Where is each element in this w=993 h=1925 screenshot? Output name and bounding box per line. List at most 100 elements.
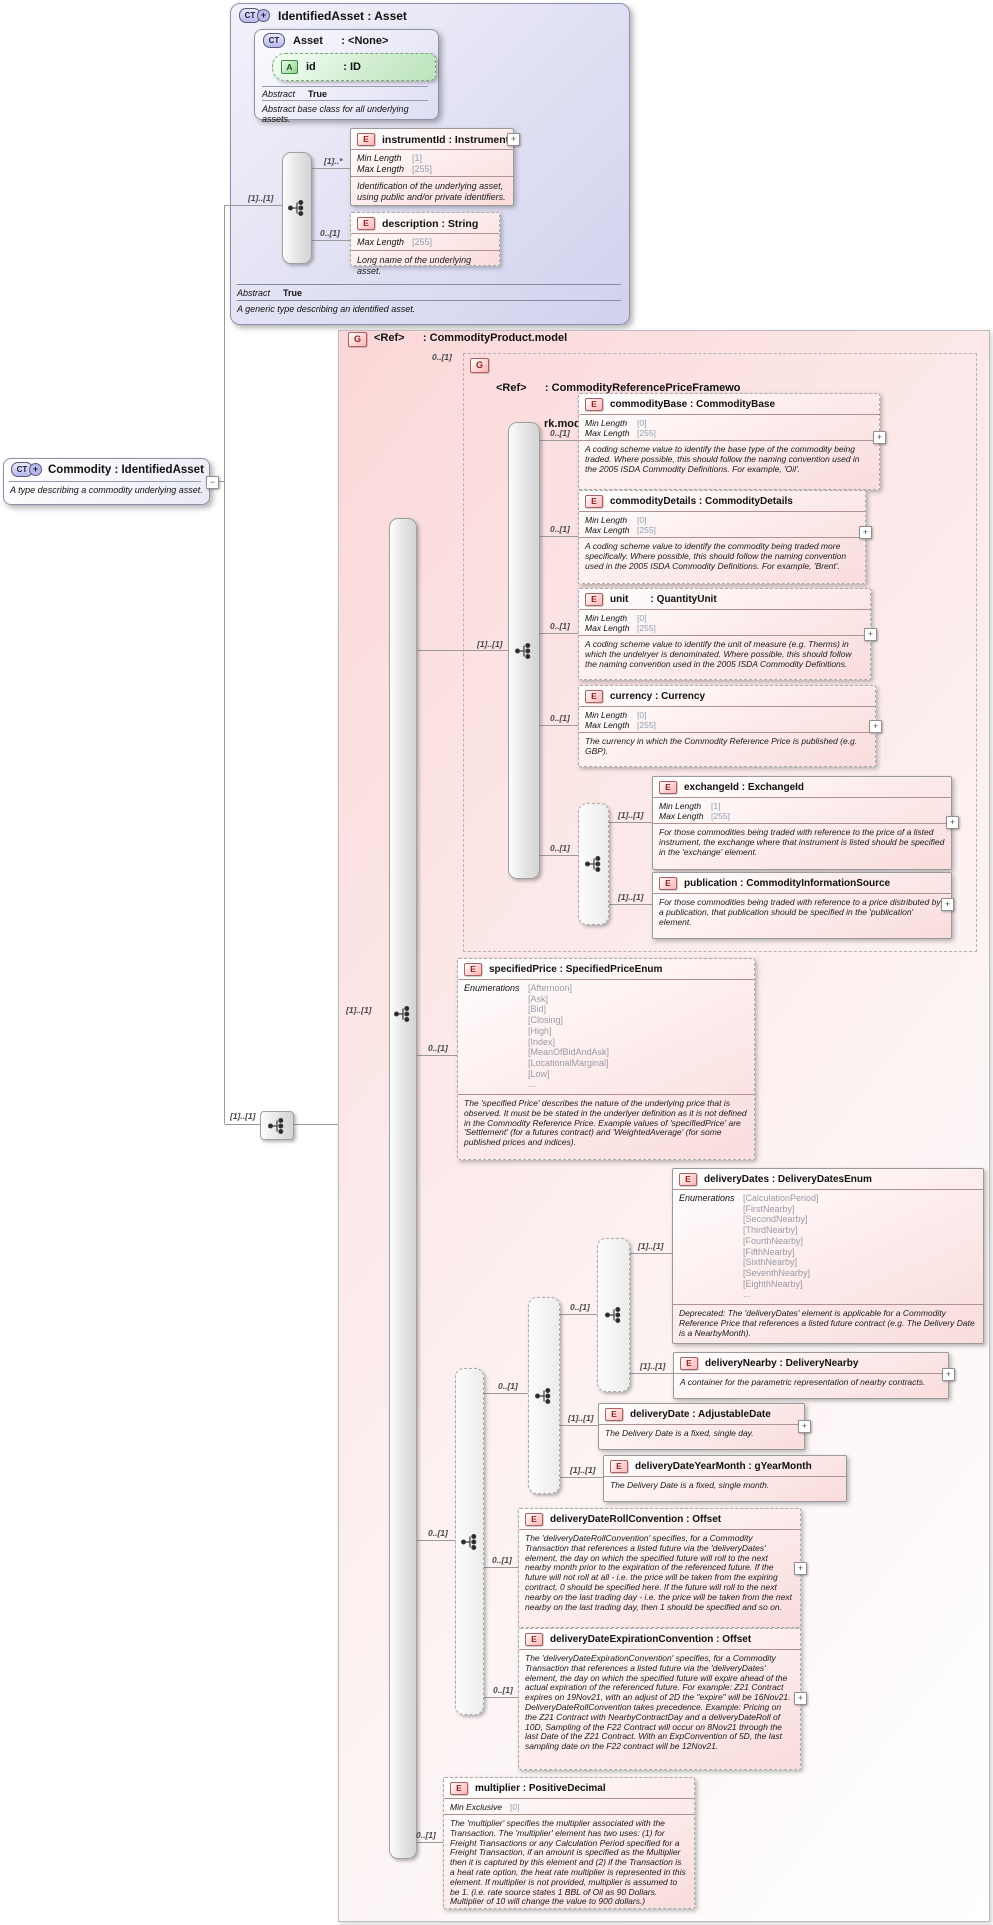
element-icon: E: [659, 877, 677, 890]
cardinality-label: 0..[1]: [493, 1685, 513, 1695]
element-icon: E: [610, 1460, 628, 1473]
commoditydetails-element-box[interactable]: E commodityDetails : CommodityDetails Mi…: [578, 490, 866, 584]
commodityproduct-title: <Ref> : CommodityProduct.model: [374, 332, 568, 344]
cardinality-label: [1]..*: [324, 156, 343, 166]
description-title: description : String: [382, 217, 479, 230]
currency-description: The currency in which the Commodity Refe…: [585, 736, 858, 756]
instrumentid-element-box[interactable]: E instrumentId : InstrumentId Min Length…: [350, 128, 519, 206]
facet-label: Max Length: [357, 163, 405, 174]
expand-button[interactable]: +: [864, 628, 877, 641]
element-icon: E: [585, 495, 603, 508]
facet-value: [0]: [637, 418, 647, 428]
facet-label: Max Length: [585, 428, 630, 438]
enumeration-values: [Afternoon] [Ask] [Bid] [Closing] [High]…: [528, 983, 610, 1090]
facet-label: Min Length: [585, 710, 628, 720]
publication-element-box[interactable]: E publication : CommodityInformationSour…: [652, 872, 952, 939]
deliverynearby-element-box[interactable]: E deliveryNearby : DeliveryNearby A cont…: [673, 1352, 949, 1399]
collapse-button[interactable]: −: [206, 476, 219, 489]
expand-button[interactable]: +: [941, 898, 954, 911]
element-icon: E: [357, 133, 375, 146]
cardinality-label: 0..[1]: [416, 1830, 436, 1840]
element-icon: E: [680, 1357, 698, 1370]
cardinality-label: 0..[1]: [550, 524, 570, 534]
facet-value: [1]: [711, 801, 721, 811]
deliverydateexpirationconvention-element-box[interactable]: E deliveryDateExpirationConvention : Off…: [518, 1628, 801, 1770]
exchangeid-title: exchangeId : ExchangeId: [684, 782, 805, 793]
sequence-icon: [287, 200, 307, 221]
deliverynearby-title: deliveryNearby : DeliveryNearby: [705, 1358, 859, 1369]
crpf-header: G <Ref> : CommodityReferencePriceFramewo…: [470, 358, 741, 454]
connector: [558, 1477, 603, 1478]
facet-value: [255]: [412, 237, 433, 247]
expand-button[interactable]: +: [794, 1562, 807, 1575]
facet-label: Min Length: [585, 613, 628, 623]
cardinality-label: 0..[1]: [498, 1381, 518, 1391]
multiplier-element-box[interactable]: E multiplier : PositiveDecimal Min Exclu…: [443, 1777, 695, 1909]
facet-value: [1]: [412, 153, 423, 163]
exchangeid-element-box[interactable]: E exchangeId : ExchangeId Min Length [1] …: [652, 776, 952, 870]
connector: [482, 1567, 518, 1568]
abstract-label: Abstract: [237, 288, 271, 298]
sequence-bar-delivery-group[interactable]: [455, 1368, 484, 1715]
identifiedasset-title: IdentifiedAsset : Asset: [278, 8, 407, 23]
sequence-icon: [393, 1006, 413, 1027]
sequence-bar-identifiedasset[interactable]: [282, 152, 312, 264]
facet-label: Min Length: [585, 515, 628, 525]
element-icon: E: [585, 690, 603, 703]
expand-button[interactable]: +: [859, 526, 872, 539]
description-element-box[interactable]: E description : String Max Length [255] L…: [350, 212, 500, 276]
currency-element-box[interactable]: E currency : Currency Min Length [0] Max …: [578, 685, 876, 767]
element-icon: E: [464, 963, 482, 976]
expand-button[interactable]: +: [942, 1368, 955, 1381]
instrumentid-title: instrumentId : InstrumentId: [382, 133, 519, 146]
choice-bar-dates-nearby[interactable]: [597, 1238, 630, 1392]
expand-button[interactable]: +: [946, 816, 959, 829]
sequence-icon-commodity-content[interactable]: [260, 1111, 294, 1140]
deliverydate-element-box[interactable]: E deliveryDate : AdjustableDate The Deli…: [598, 1403, 805, 1450]
expand-button[interactable]: +: [873, 431, 886, 444]
commodity-description: A type describing a commodity underlying…: [10, 485, 203, 495]
facet-label: Min Exclusive: [450, 1802, 502, 1812]
commodity-type-box[interactable]: CT + Commodity : IdentifiedAsset A type …: [3, 458, 210, 505]
crpf-title-line1: <Ref> : CommodityReferencePriceFramewo: [496, 382, 741, 394]
choice-icon: [604, 1307, 624, 1328]
cardinality-label: 0..[1]: [550, 428, 570, 438]
facet-label: Max Length: [585, 525, 630, 535]
expand-button[interactable]: +: [869, 720, 882, 733]
facet-value: [0]: [637, 710, 647, 720]
derived-plus-icon: +: [257, 9, 270, 22]
facet-value: [0]: [510, 1802, 520, 1812]
instrumentid-description: Identification of the underlying asset, …: [357, 181, 506, 202]
cardinality-label: [1]..[1]: [638, 1241, 664, 1251]
facet-label: Min Length: [659, 801, 702, 811]
connector: [558, 1425, 598, 1426]
unit-element-box[interactable]: E unit : QuantityUnit Min Length [0] Max …: [578, 588, 871, 680]
crpf-group-box[interactable]: [463, 353, 977, 952]
expand-button[interactable]: +: [507, 133, 520, 146]
sequence-bar-crpf[interactable]: [508, 422, 540, 879]
connector: [415, 1055, 457, 1056]
connector: [628, 1253, 672, 1254]
identifiedasset-description: A generic type describing an identified …: [237, 304, 416, 314]
divider: [9, 481, 201, 482]
choice-bar-exchange-publication[interactable]: [578, 803, 609, 925]
deliverydateyearmonth-element-box[interactable]: E deliveryDateYearMonth : gYearMonth The…: [603, 1455, 847, 1502]
expand-button[interactable]: +: [794, 1692, 807, 1705]
expand-button[interactable]: +: [798, 1420, 811, 1433]
divider: [262, 86, 428, 87]
deliverydaterollconvention-element-box[interactable]: E deliveryDateRollConvention : Offset Th…: [518, 1508, 801, 1628]
id-attribute-pill[interactable]: A id : ID: [272, 53, 436, 81]
complex-type-icon: CT: [263, 33, 285, 48]
identifiedasset-abstract-row: Abstract True: [237, 288, 302, 298]
divider: [237, 284, 621, 285]
sequence-icon: [267, 1117, 287, 1139]
facet-value: [255]: [637, 525, 656, 535]
specifiedprice-element-box[interactable]: E specifiedPrice : SpecifiedPriceEnum En…: [457, 958, 755, 1160]
sequence-bar-main[interactable]: [389, 518, 417, 1859]
deliverydates-element-box[interactable]: E deliveryDates : DeliveryDatesEnum Enum…: [672, 1168, 984, 1344]
choice-bar-delivery-date-variants[interactable]: [528, 1297, 560, 1494]
commoditydetails-description: A coding scheme value to identify the co…: [585, 541, 847, 571]
unit-description: A coding scheme value to identify the un…: [585, 639, 852, 669]
element-icon: E: [525, 1633, 543, 1646]
commoditybase-element-box[interactable]: E commodityBase : CommodityBase Min Leng…: [578, 393, 880, 490]
